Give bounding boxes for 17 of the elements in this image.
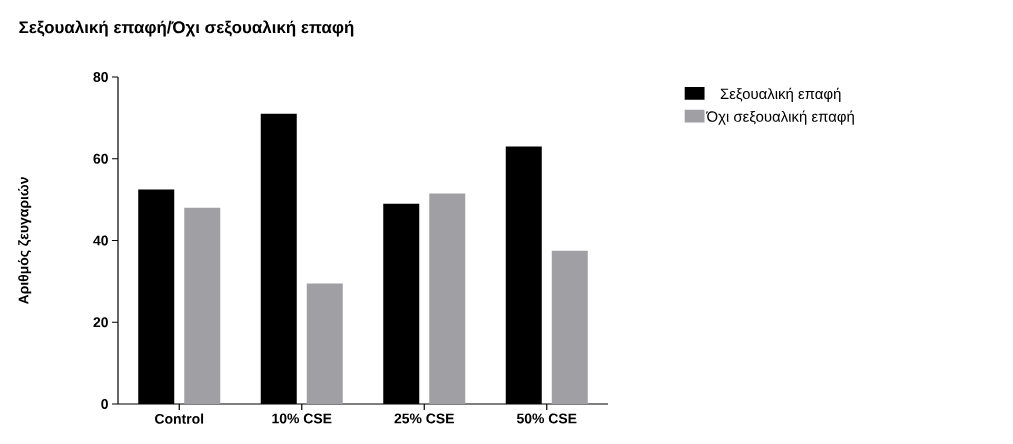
x-tick-label: 25% CSE [394,413,454,424]
legend-label: Όχι σεξουαλική επαφή [706,110,854,125]
bar [184,207,221,404]
y-axis-title: Αριθμός ζευγαριών [18,177,32,305]
x-tick-label: 10% CSE [272,413,332,424]
y-tick-label: 0 [101,399,108,409]
y-tick-label: 40 [93,235,108,246]
x-tick-label: 50% CSE [516,413,577,424]
legend-label: Σεξουαλική επαφή [720,87,841,103]
bar [429,193,466,404]
y-tick-label: 80 [93,72,108,82]
y-tick-label: 20 [93,317,108,328]
bar [551,250,588,404]
y-tick-label: 60 [93,153,108,164]
x-tick-label: Control [155,413,204,424]
bar [306,283,343,404]
chart-title: Σεξουαλική επαφή/Όχι σεξουαλική επαφή [19,20,354,37]
